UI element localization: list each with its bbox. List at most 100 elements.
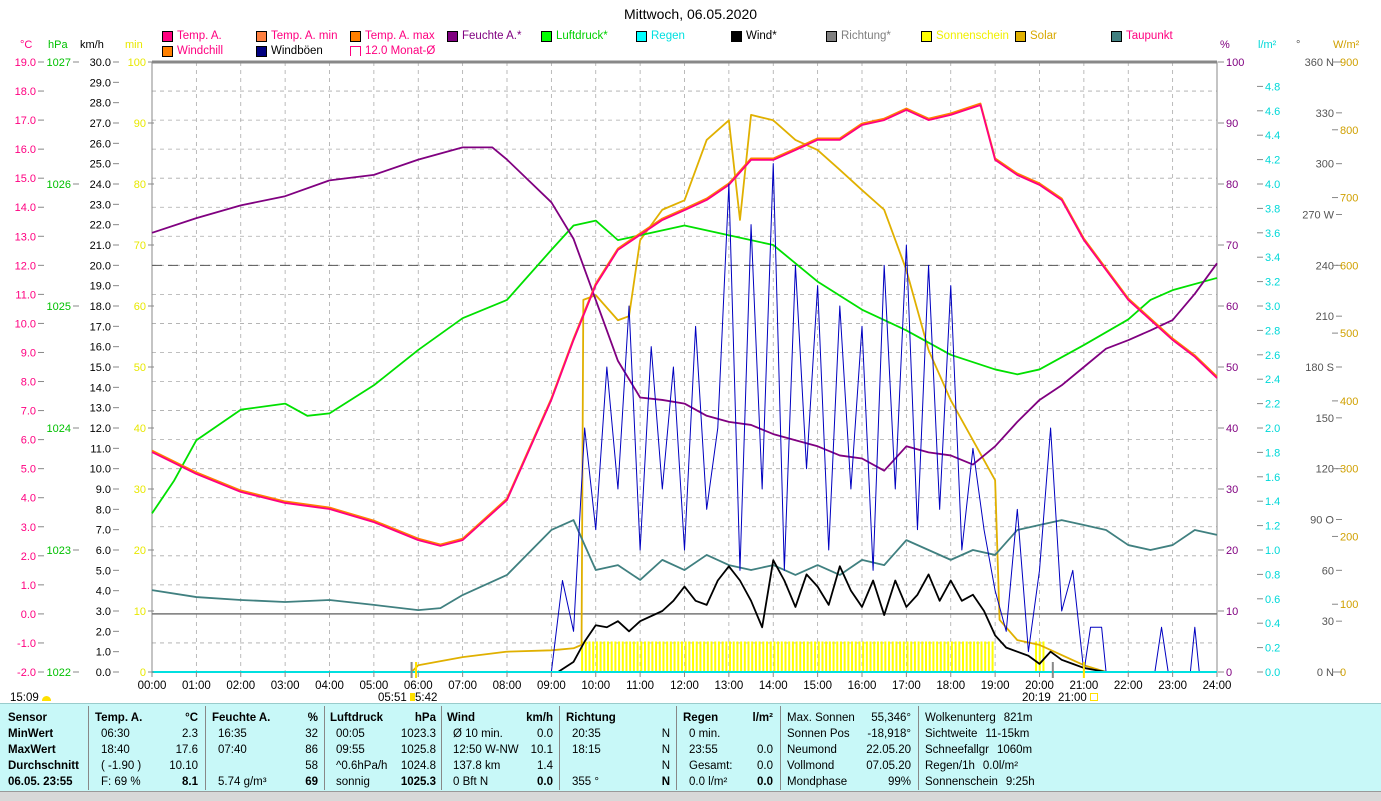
- sunshine-bar: [625, 641, 628, 672]
- sunshine-bar: [655, 641, 658, 672]
- tick-label-solar: 0: [1340, 667, 1346, 679]
- legend-swatch: [826, 30, 837, 42]
- tick-label-wind: 16.0: [90, 342, 111, 354]
- sunshine-bar: [762, 641, 765, 672]
- sunshine-bar: [976, 641, 979, 672]
- table-row: 20:35 N: [566, 726, 670, 742]
- cell-label: 0 Bft N: [453, 776, 489, 788]
- axis-unit-dir: °: [1296, 39, 1301, 51]
- tick-label-press: 1026: [47, 179, 71, 191]
- sunshine-bar: [773, 641, 776, 672]
- tick-label-rain: 1.6: [1265, 472, 1280, 484]
- tick-label-min: 80: [134, 179, 146, 191]
- x-tick-label: 04:00: [315, 680, 344, 692]
- sunshine-bar: [1035, 641, 1038, 672]
- cell-value: 8.1: [182, 776, 198, 788]
- cell-value: N: [661, 744, 670, 756]
- sunshine-bar: [865, 641, 868, 672]
- column-wind: Wind km/h Ø 10 min. 0.0 12:50 W-NW 10.1 137.8 …: [447, 710, 553, 790]
- sensor-column: Sensor MinWert MaxWert Durchschnitt 06.0…: [8, 710, 86, 790]
- cell-value: 32: [305, 728, 318, 740]
- tick-label-rain: 0.2: [1265, 643, 1280, 655]
- sunshine-bar: [584, 641, 587, 672]
- column-unit: °C: [185, 712, 198, 724]
- tick-label-rain: 0.8: [1265, 569, 1280, 581]
- sunshine-bar: [876, 641, 879, 672]
- sunshine-bar: [921, 641, 924, 672]
- column-header: Luftdruck: [330, 712, 384, 724]
- cell-label: Neumond: [787, 744, 837, 756]
- tick-label-temp: 11.0: [15, 289, 36, 301]
- sunshine-bar: [640, 641, 643, 672]
- cell-value: 0.0: [757, 760, 773, 772]
- sunshine-bar: [721, 641, 724, 672]
- sunshine-bar: [714, 641, 717, 672]
- legend-label: Windböen: [271, 45, 323, 57]
- tick-label-rain: 0.0: [1265, 667, 1280, 679]
- tick-label-temp: 13.0: [15, 231, 36, 243]
- table-row: Schneefallgr 1060m: [925, 742, 1095, 758]
- sunshine-bar: [984, 641, 987, 672]
- tick-label-wind: 13.0: [90, 403, 111, 415]
- sunshine-bar: [740, 641, 743, 672]
- sunshine-bar: [847, 641, 850, 672]
- tick-label-min: 30: [134, 484, 146, 496]
- sunshine-bar: [599, 641, 602, 672]
- sunshine-bar: [688, 641, 691, 672]
- sunshine-bar: [651, 641, 654, 672]
- cell-value: 17.6: [175, 744, 198, 756]
- tick-label-solar: 500: [1340, 328, 1358, 340]
- tick-label-wind: 20.0: [90, 260, 111, 272]
- sunshine-bar: [695, 641, 698, 672]
- legend-label: Feuchte A.*: [462, 30, 522, 42]
- sunshine-bar: [895, 641, 898, 672]
- sunshine-bar: [758, 641, 761, 672]
- sunshine-bar: [947, 641, 950, 672]
- table-row: Regen/1h 0.0l/m²: [925, 758, 1095, 774]
- sunshine-bar: [692, 641, 695, 672]
- sunrise-label: 05:51 5:42: [378, 692, 437, 704]
- sunshine-bar: [925, 641, 928, 672]
- tick-label-rain: 4.2: [1265, 155, 1280, 167]
- divider: [918, 706, 919, 790]
- sunshine-bar: [618, 641, 621, 672]
- sunshine-bar: [969, 641, 972, 672]
- sunshine-bar: [851, 641, 854, 672]
- tick-label-dir: 90 O: [1310, 515, 1334, 527]
- tick-label-temp: 15.0: [15, 173, 36, 185]
- tick-label-temp: 7.0: [21, 406, 36, 418]
- tick-label-temp: 19.0: [15, 57, 36, 69]
- divider: [324, 706, 325, 790]
- x-tick-label: 21:00: [1069, 680, 1098, 692]
- sunshine-bar: [784, 641, 787, 672]
- cell-value: 2.3: [182, 728, 198, 740]
- sunshine-bar: [799, 641, 802, 672]
- sunshine-bar: [828, 641, 831, 672]
- sunshine-bar: [725, 641, 728, 672]
- tick-label-temp: 5.0: [21, 464, 36, 476]
- tick-label-rain: 2.0: [1265, 423, 1280, 435]
- moonrise-label: 15:09: [10, 692, 51, 704]
- cell-label: 00:05: [336, 728, 365, 740]
- tick-label-hum: 40: [1226, 423, 1238, 435]
- cell-label: sonnig: [336, 776, 370, 788]
- sunshine-bar: [595, 641, 598, 672]
- cell-label: 0 min.: [689, 728, 721, 740]
- legend-swatch: [541, 30, 552, 42]
- sunshine-bar: [965, 641, 968, 672]
- sunshine-bar: [614, 641, 617, 672]
- cell-label: Sonnenschein: [925, 776, 998, 788]
- tick-label-dir: 270 W: [1302, 210, 1334, 222]
- cell-label: 5.74 g/m³: [218, 776, 267, 788]
- x-tick-label: 18:00: [936, 680, 965, 692]
- legend-label: Regen: [651, 30, 685, 42]
- tick-label-temp: -1.0: [17, 638, 36, 650]
- cell-label: 20:35: [572, 728, 601, 740]
- axis-unit-rain: l/m²: [1258, 39, 1277, 51]
- moon-icon: [41, 696, 51, 701]
- tick-label-wind: 21.0: [90, 240, 111, 252]
- series-line-solar: [410, 113, 1107, 673]
- legend-item: 12.0 Monat-Ø: [350, 45, 435, 57]
- sunshine-bar: [788, 641, 791, 672]
- tick-label-temp: 18.0: [15, 86, 36, 98]
